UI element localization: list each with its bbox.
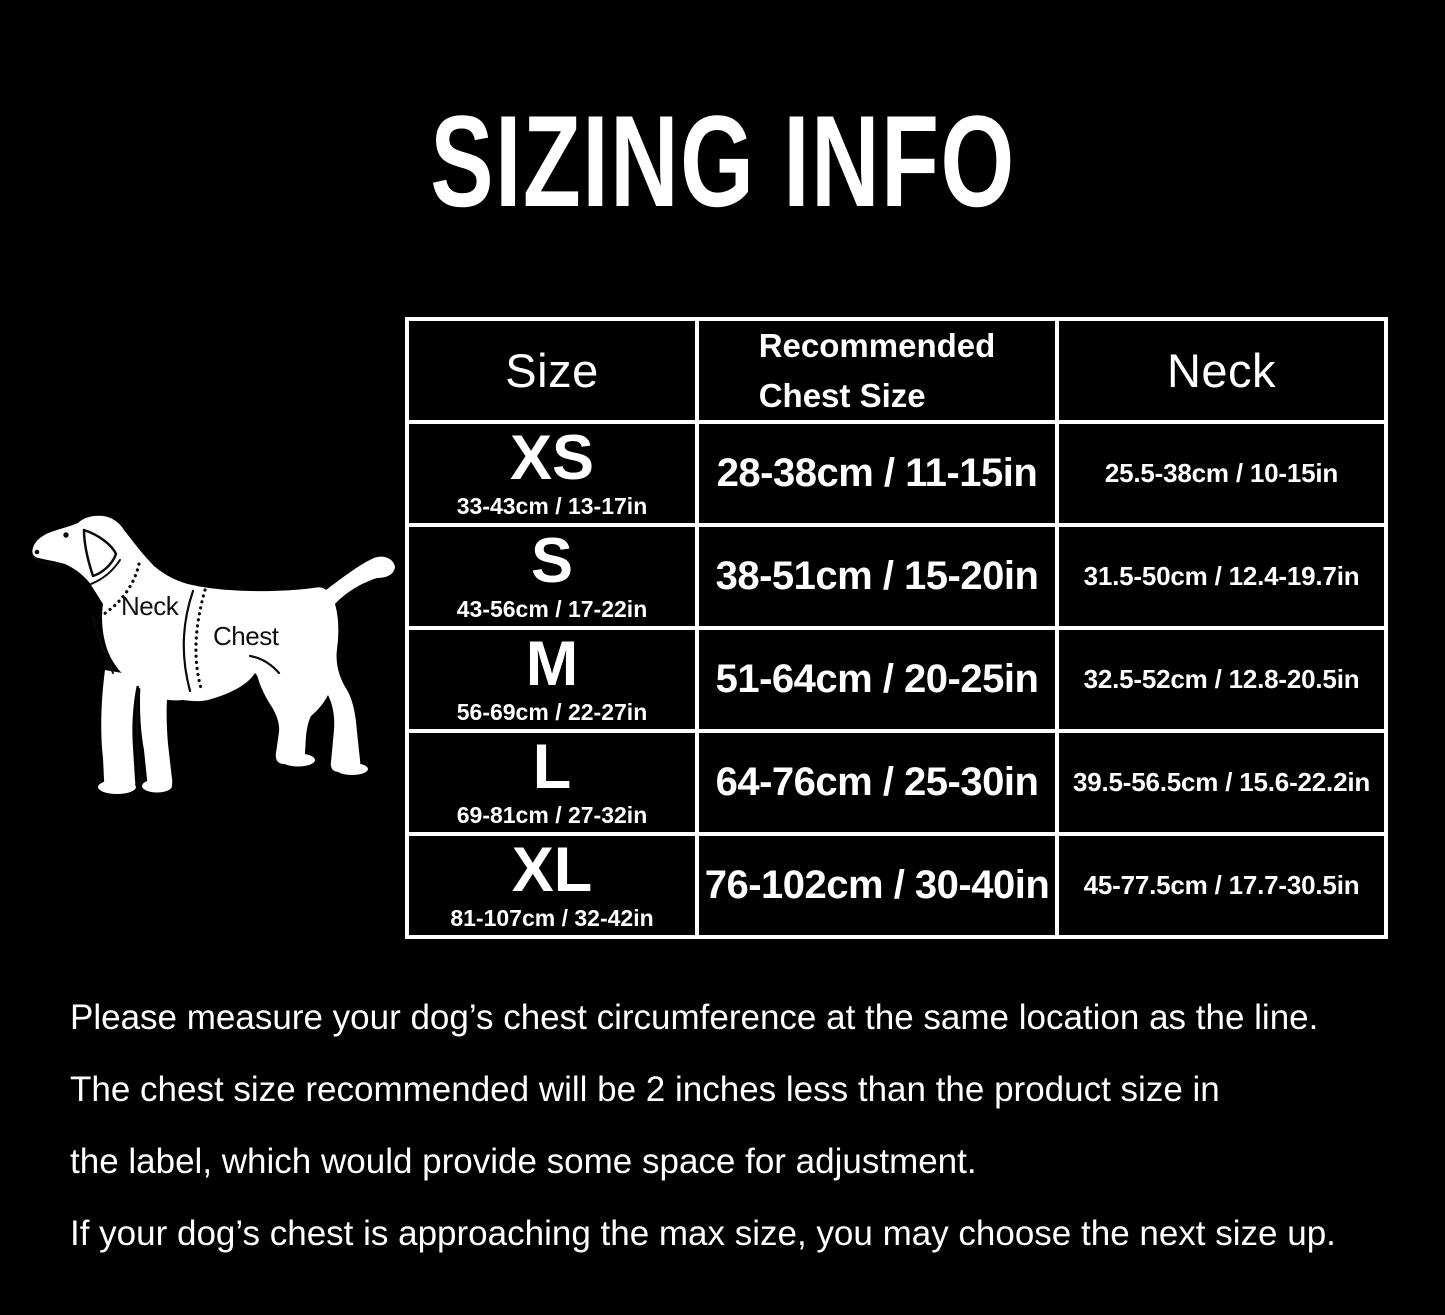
table-row-l: L 69-81cm / 27-32in 64-76cm / 25-30in 39… bbox=[405, 729, 1388, 836]
size-cell: M 56-69cm / 22-27in bbox=[405, 626, 699, 733]
neck-value: 45-77.5cm / 17.7-30.5in bbox=[1083, 870, 1360, 900]
table-row-s: S 43-56cm / 17-22in 38-51cm / 15-20in 31… bbox=[405, 523, 1388, 630]
size-label: M bbox=[525, 629, 579, 699]
neck-cell: 39.5-56.5cm / 15.6-22.2in bbox=[1055, 729, 1388, 836]
chest-value: 51-64cm / 20-25in bbox=[715, 657, 1039, 701]
dog-front-leg-far bbox=[140, 678, 173, 789]
size-label: XS bbox=[509, 423, 595, 493]
chest-diagram-label: Chest bbox=[213, 621, 280, 651]
dog-ear-outline bbox=[82, 528, 118, 578]
size-cell: XS 33-43cm / 13-17in bbox=[405, 420, 699, 527]
neck-diagram-label: Neck bbox=[121, 591, 180, 621]
neck-cell: 25.5-38cm / 10-15in bbox=[1055, 420, 1388, 527]
dog-shoulder-line bbox=[91, 615, 114, 674]
chest-cell: 38-51cm / 15-20in bbox=[695, 523, 1059, 630]
page-title-text: SIZING INFO bbox=[429, 88, 1016, 234]
note-line-2: The chest size recommended will be 2 inc… bbox=[70, 1070, 1220, 1109]
neck-cell: 31.5-50cm / 12.4-19.7in bbox=[1055, 523, 1388, 630]
table-header-row: Size Recommended Chest Size Neck bbox=[405, 317, 1388, 424]
dog-cheek-line bbox=[90, 559, 121, 585]
measurement-notes: Please measure your dog’s chest circumfe… bbox=[70, 997, 1410, 1285]
chest-cell: 64-76cm / 25-30in bbox=[695, 729, 1059, 836]
dog-hind-paw-far bbox=[336, 763, 368, 775]
chest-cell: 51-64cm / 20-25in bbox=[695, 626, 1059, 733]
chest-value: 28-38cm / 11-15in bbox=[716, 451, 1038, 495]
chest-value: 38-51cm / 15-20in bbox=[715, 554, 1039, 598]
dog-measurement-diagram: Neck Chest bbox=[8, 488, 408, 848]
neck-measure-dotted-line bbox=[89, 562, 141, 625]
dog-front-paw-far bbox=[142, 779, 172, 793]
neck-value: 32.5-52cm / 12.8-20.5in bbox=[1083, 664, 1360, 694]
size-range-label: 56-69cm / 22-27in bbox=[456, 699, 648, 725]
neck-value: 39.5-56.5cm / 15.6-22.2in bbox=[1072, 767, 1371, 797]
sizing-table: Size Recommended Chest Size Neck XS 33-4… bbox=[405, 317, 1388, 939]
chest-measure-dotted-line bbox=[194, 588, 207, 690]
chest-column-header: Recommended Chest Size bbox=[759, 321, 996, 420]
dog-body-shape bbox=[32, 515, 396, 772]
neck-column-header: Neck bbox=[1166, 344, 1277, 397]
table-row-m: M 56-69cm / 22-27in 51-64cm / 20-25in 32… bbox=[405, 626, 1388, 733]
size-label: S bbox=[530, 526, 574, 596]
size-label: L bbox=[532, 732, 572, 802]
note-line-4: If your dog’s chest is approaching the m… bbox=[70, 1214, 1336, 1253]
size-range-label: 43-56cm / 17-22in bbox=[456, 596, 648, 622]
table-row-xl: XL 81-107cm / 32-42in 76-102cm / 30-40in… bbox=[405, 832, 1388, 939]
dog-mouth-line bbox=[34, 557, 58, 566]
size-label: XL bbox=[511, 835, 593, 905]
dog-nostril bbox=[34, 549, 40, 555]
header-cell-size: Size bbox=[405, 317, 699, 424]
dog-front-leg-near bbox=[101, 670, 139, 790]
dog-hind-paw-near bbox=[281, 753, 315, 767]
size-range-label: 81-107cm / 32-42in bbox=[450, 905, 654, 931]
chest-header-line2: Chest Size bbox=[758, 376, 926, 414]
chest-value: 64-76cm / 25-30in bbox=[715, 760, 1039, 804]
note-line-3: the label, which would provide some spac… bbox=[70, 1142, 977, 1181]
neck-cell: 45-77.5cm / 17.7-30.5in bbox=[1055, 832, 1388, 939]
size-column-header: Size bbox=[505, 344, 599, 397]
chest-value: 76-102cm / 30-40in bbox=[704, 863, 1050, 907]
size-cell: XL 81-107cm / 32-42in bbox=[405, 832, 699, 939]
dog-front-leg-separator-line bbox=[135, 685, 141, 784]
chest-cell: 28-38cm / 11-15in bbox=[695, 420, 1059, 527]
dog-silhouette-illustration: Neck Chest bbox=[32, 515, 396, 794]
chest-header-line1: Recommended bbox=[758, 327, 996, 364]
note-line-1: Please measure your dog’s chest circumfe… bbox=[70, 998, 1319, 1037]
dog-elbow-line bbox=[182, 589, 195, 693]
header-cell-neck: Neck bbox=[1055, 317, 1388, 424]
table-row-xs: XS 33-43cm / 13-17in 28-38cm / 11-15in 2… bbox=[405, 420, 1388, 527]
chest-cell: 76-102cm / 30-40in bbox=[695, 832, 1059, 939]
neck-value: 31.5-50cm / 12.4-19.7in bbox=[1083, 561, 1360, 591]
dog-front-paw-near bbox=[98, 780, 136, 794]
size-cell: S 43-56cm / 17-22in bbox=[405, 523, 699, 630]
neck-value: 25.5-38cm / 10-15in bbox=[1104, 458, 1339, 488]
dog-hip-line bbox=[248, 654, 281, 675]
dog-eye bbox=[63, 532, 69, 538]
size-cell: L 69-81cm / 27-32in bbox=[405, 729, 699, 836]
header-cell-chest: Recommended Chest Size bbox=[695, 317, 1059, 424]
neck-cell: 32.5-52cm / 12.8-20.5in bbox=[1055, 626, 1388, 733]
size-range-label: 69-81cm / 27-32in bbox=[456, 802, 648, 828]
page-title: SIZING INFO bbox=[0, 96, 1445, 226]
size-range-label: 33-43cm / 13-17in bbox=[456, 493, 648, 519]
